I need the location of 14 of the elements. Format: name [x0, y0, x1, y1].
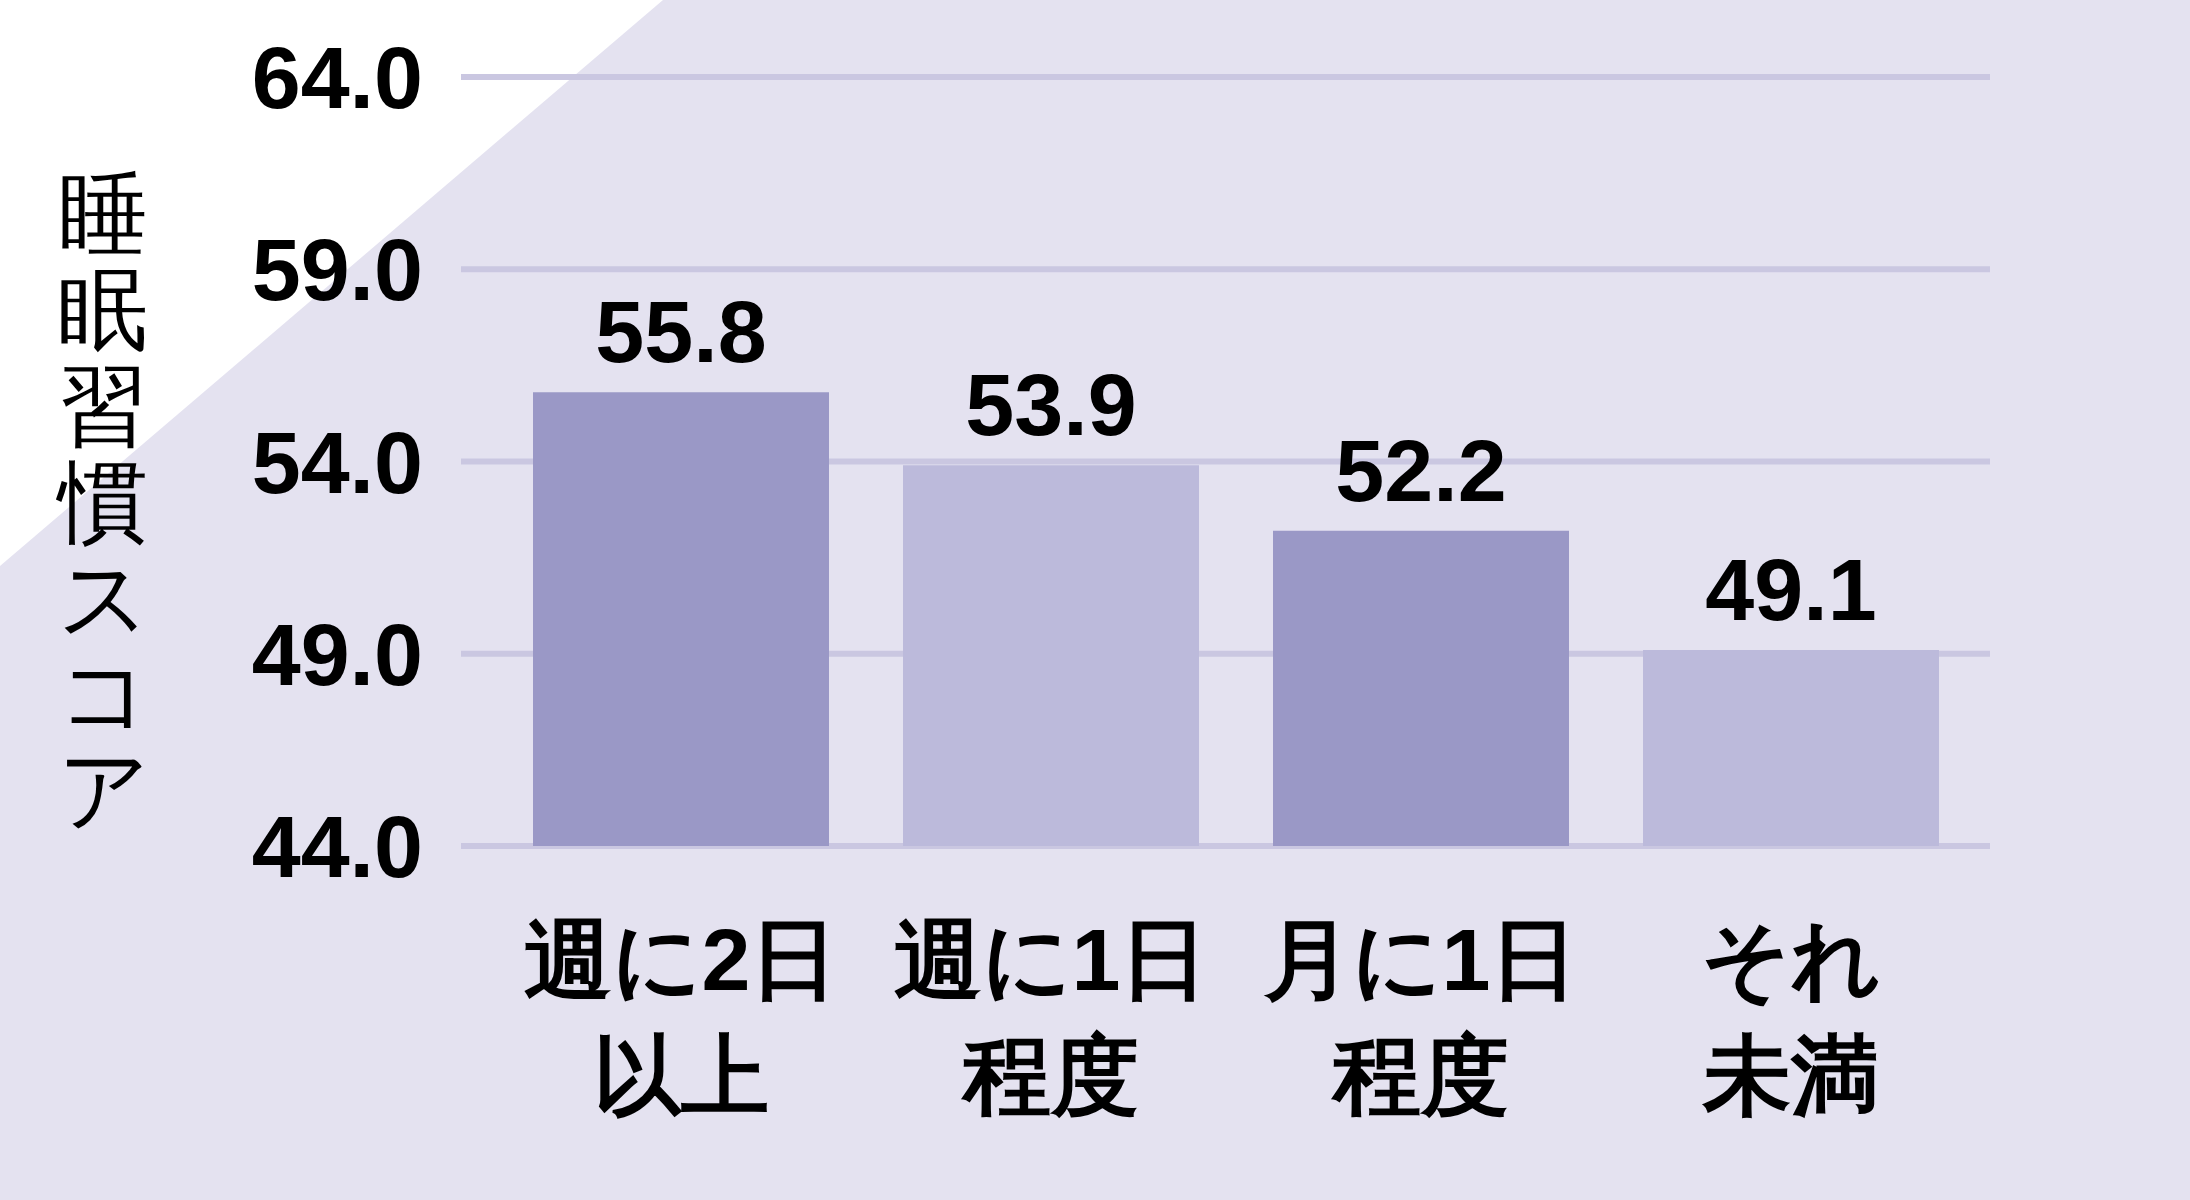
y-tick-label: 44.0 — [251, 797, 423, 897]
y-axis-title: 睡眠習慣スコア — [58, 164, 150, 840]
y-tick-label: 49.0 — [251, 604, 423, 704]
y-tick-label: 64.0 — [251, 28, 423, 128]
x-tick-label: 月に1日程度 — [1262, 910, 1579, 1125]
y-tick-label: 54.0 — [251, 412, 423, 512]
data-label: 49.1 — [1705, 539, 1877, 639]
data-label: 52.2 — [1335, 420, 1507, 520]
x-tick-label: それ未満 — [1701, 910, 1881, 1125]
x-tick-label: 週に1日程度 — [893, 910, 1209, 1125]
y-tick-label: 59.0 — [251, 220, 423, 320]
x-tick-label: 週に2日以上 — [523, 910, 839, 1125]
data-label: 53.9 — [965, 355, 1137, 455]
data-label: 55.8 — [595, 282, 767, 382]
